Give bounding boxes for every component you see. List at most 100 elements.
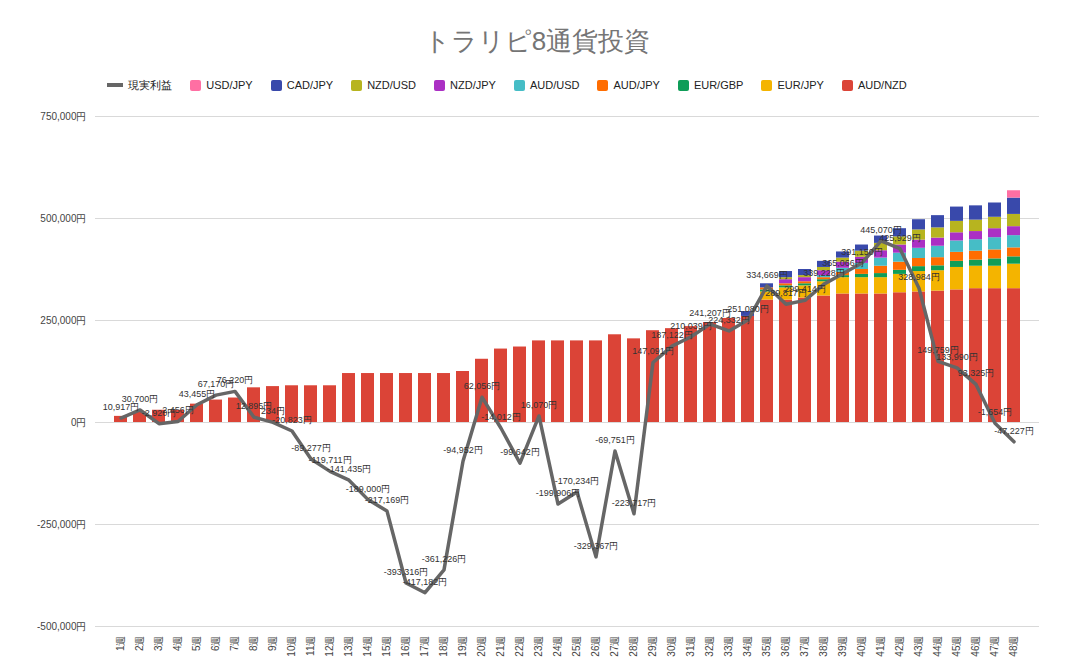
svg-text:18週: 18週: [438, 636, 449, 657]
html-text:CAD/JPY: CAD/JPY: [286, 79, 334, 91]
html-text:USD/JPY: USD/JPY: [206, 79, 253, 91]
svg-text:9週: 9週: [267, 636, 278, 652]
svg-text:-393,316円: -393,316円: [384, 567, 429, 577]
svg-text:23週: 23週: [533, 636, 544, 657]
svg-text:8週: 8週: [248, 636, 259, 652]
svg-text:365,066円: 365,066円: [822, 258, 864, 268]
svg-text:16週: 16週: [400, 636, 411, 657]
svg-text:250,000円: 250,000円: [40, 315, 86, 326]
svg-text:-217,169円: -217,169円: [365, 495, 410, 505]
svg-text:-189,000円: -189,000円: [346, 484, 391, 494]
svg-text:7週: 7週: [229, 636, 240, 652]
svg-text:47週: 47週: [989, 636, 1000, 657]
svg-text:93,325円: 93,325円: [958, 368, 995, 378]
svg-text:-170,234円: -170,234円: [555, 476, 600, 486]
svg-text:30週: 30週: [666, 636, 677, 657]
svg-text:-20,823円: -20,823円: [272, 415, 312, 425]
svg-text:34週: 34週: [742, 636, 753, 657]
svg-text:-99,642円: -99,642円: [500, 447, 540, 457]
svg-text:29週: 29週: [647, 636, 658, 657]
svg-text:-141,435円: -141,435円: [327, 464, 372, 474]
svg-text:0円: 0円: [71, 417, 87, 428]
svg-text:19週: 19週: [457, 636, 468, 657]
svg-text:44週: 44週: [932, 636, 943, 657]
svg-text:425,929円: 425,929円: [879, 233, 921, 243]
svg-text:20週: 20週: [476, 636, 487, 657]
svg-text:133,990円: 133,990円: [936, 352, 978, 362]
svg-text:30,700円: 30,700円: [122, 394, 159, 404]
svg-text:339,228円: 339,228円: [803, 268, 845, 278]
svg-text:12週: 12週: [324, 636, 335, 657]
svg-text:24週: 24週: [552, 636, 563, 657]
svg-text:40週: 40週: [856, 636, 867, 657]
svg-text:37週: 37週: [799, 636, 810, 657]
svg-text:224,332円: 224,332円: [708, 315, 750, 325]
svg-text:31週: 31週: [685, 636, 696, 657]
svg-text:-361,226円: -361,226円: [422, 554, 467, 564]
svg-text:48週: 48週: [1008, 636, 1019, 657]
svg-text:22週: 22週: [514, 636, 525, 657]
svg-text:6週: 6週: [210, 636, 221, 652]
svg-text:187,122円: 187,122円: [651, 330, 693, 340]
svg-text:210,039円: 210,039円: [670, 321, 712, 331]
svg-text:334,669円: 334,669円: [746, 270, 788, 280]
svg-text:-69,751円: -69,751円: [595, 435, 635, 445]
svg-text:-89,277円: -89,277円: [291, 443, 331, 453]
svg-text:43,455円: 43,455円: [179, 389, 216, 399]
html-text:トラリピ8通貨投資: トラリピ8通貨投資: [423, 26, 651, 56]
svg-text:39週: 39週: [837, 636, 848, 657]
html-text:現実利益: 現実利益: [128, 78, 173, 91]
svg-text:41週: 41週: [875, 636, 886, 657]
svg-text:33週: 33週: [723, 636, 734, 657]
svg-text:42週: 42週: [894, 636, 905, 657]
svg-text:-14,012円: -14,012円: [481, 412, 521, 422]
svg-text:17週: 17週: [419, 636, 430, 657]
svg-text:328,984円: 328,984円: [898, 272, 940, 282]
svg-text:25週: 25週: [571, 636, 582, 657]
svg-text:43週: 43週: [913, 636, 924, 657]
svg-text:-417,182円: -417,182円: [403, 577, 448, 587]
svg-text:26週: 26週: [590, 636, 601, 657]
svg-text:1週: 1週: [115, 636, 126, 652]
svg-text:-199,906円: -199,906円: [536, 488, 581, 498]
svg-text:-329,367円: -329,367円: [574, 541, 619, 551]
svg-text:391,150円: 391,150円: [841, 247, 883, 257]
svg-text:36週: 36週: [780, 636, 791, 657]
svg-text:-47,227円: -47,227円: [994, 426, 1034, 436]
svg-text:147,091円: 147,091円: [632, 346, 674, 356]
svg-text:2,456円: 2,456円: [162, 405, 194, 415]
svg-text:76,220円: 76,220円: [217, 375, 254, 385]
html-text:NZD/JPY: NZD/JPY: [450, 79, 496, 91]
svg-text:15週: 15週: [381, 636, 392, 657]
svg-text:2週: 2週: [134, 636, 145, 652]
html-text:AUD/USD: AUD/USD: [529, 79, 580, 91]
svg-text:251,080円: 251,080円: [727, 304, 769, 314]
svg-text:45週: 45週: [951, 636, 962, 657]
svg-text:16,070円: 16,070円: [521, 400, 558, 410]
svg-text:32週: 32週: [704, 636, 715, 657]
svg-text:-250,000円: -250,000円: [37, 519, 86, 530]
svg-text:21週: 21週: [495, 636, 506, 657]
svg-text:4週: 4週: [172, 636, 183, 652]
svg-text:14週: 14週: [362, 636, 373, 657]
svg-text:-223,717円: -223,717円: [612, 498, 657, 508]
svg-text:35週: 35週: [761, 636, 772, 657]
svg-text:62,056円: 62,056円: [464, 381, 501, 391]
svg-text:27週: 27週: [609, 636, 620, 657]
svg-text:5週: 5週: [191, 636, 202, 652]
svg-text:3週: 3週: [153, 636, 164, 652]
svg-text:-500,000円: -500,000円: [37, 621, 86, 632]
svg-text:11週: 11週: [305, 636, 316, 656]
svg-text:13週: 13週: [343, 636, 354, 657]
svg-text:46週: 46週: [970, 636, 981, 657]
svg-text:28週: 28週: [628, 636, 639, 657]
html-text:AUD/JPY: AUD/JPY: [613, 79, 660, 91]
svg-text:10週: 10週: [286, 636, 297, 657]
svg-text:-1,654円: -1,654円: [978, 407, 1013, 417]
svg-text:-94,952円: -94,952円: [443, 445, 483, 455]
svg-text:500,000円: 500,000円: [40, 213, 86, 224]
svg-text:750,000円: 750,000円: [40, 111, 86, 122]
svg-text:38週: 38週: [818, 636, 829, 657]
html-text:NZD/USD: NZD/USD: [367, 79, 417, 91]
svg-text:299,414円: 299,414円: [784, 284, 826, 294]
